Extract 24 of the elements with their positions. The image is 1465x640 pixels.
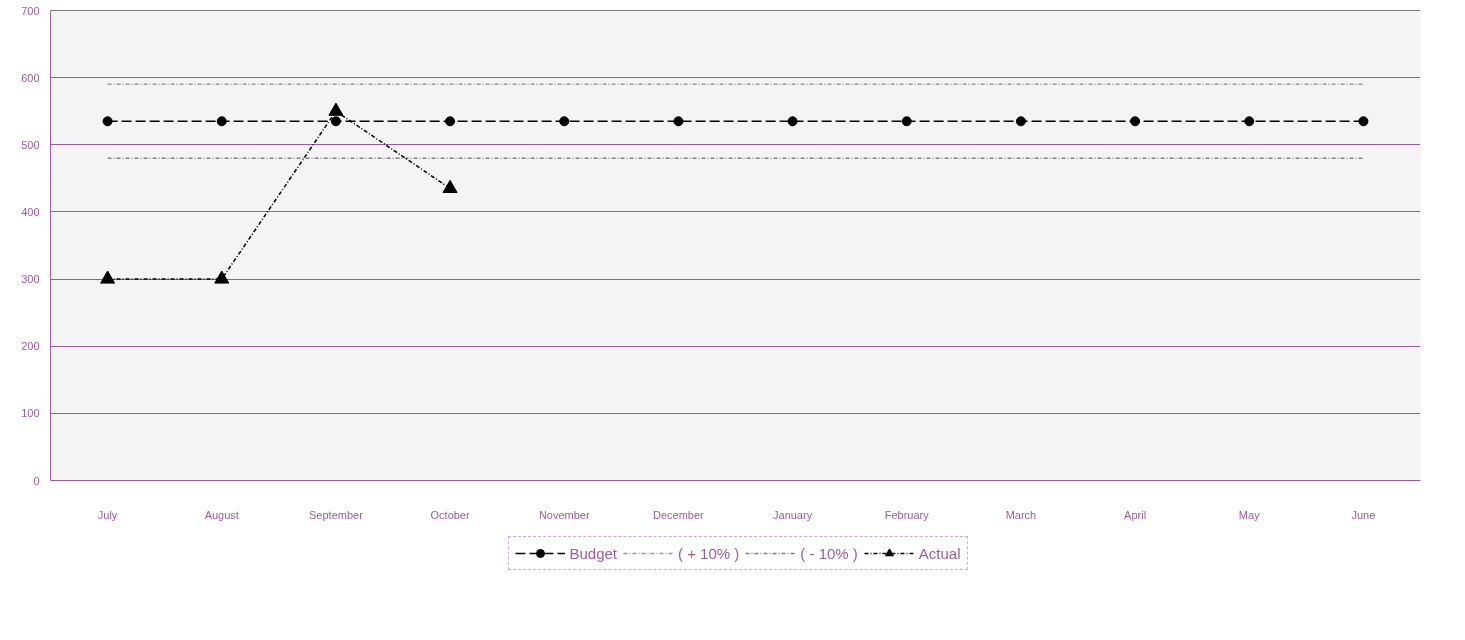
- y-tick-label: 400: [21, 205, 40, 218]
- x-tick-label: September: [309, 508, 364, 521]
- legend-label: Actual: [918, 544, 961, 562]
- legend-label: ( + 10% ): [678, 544, 740, 562]
- x-tick-label: December: [653, 508, 705, 521]
- y-tick-label: 100: [21, 407, 40, 420]
- x-tick-label: March: [1005, 508, 1037, 521]
- y-tick-label: 300: [21, 273, 40, 286]
- x-tick-label: May: [1238, 508, 1261, 521]
- x-tick-label: October: [430, 508, 470, 521]
- x-tick-label: January: [773, 508, 813, 521]
- x-tick-label: June: [1351, 508, 1376, 521]
- y-tick-label: 200: [21, 340, 40, 353]
- y-tick-label: 0: [33, 474, 40, 487]
- legend-label: Budget: [569, 544, 618, 562]
- y-tick-label: 700: [21, 4, 40, 17]
- x-tick-label: August: [204, 508, 239, 521]
- y-tick-label: 500: [21, 138, 40, 151]
- legend-label: ( - 10% ): [800, 544, 858, 562]
- x-tick-label: November: [538, 508, 590, 521]
- x-tick-label: February: [884, 508, 930, 521]
- x-tick-label: April: [1124, 508, 1147, 521]
- y-tick-label: 600: [21, 71, 40, 84]
- x-tick-label: July: [97, 508, 118, 521]
